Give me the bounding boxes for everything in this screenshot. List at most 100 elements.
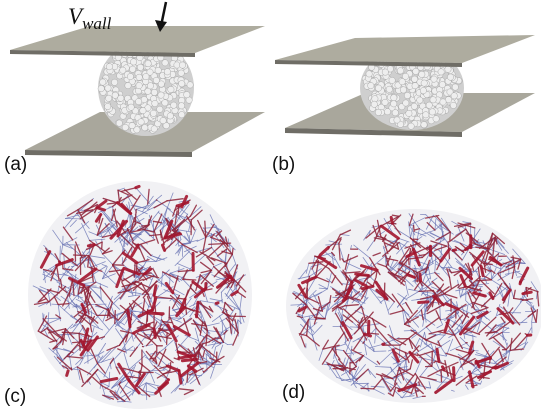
force-chain [351, 364, 366, 381]
particle [429, 96, 437, 104]
particle [161, 59, 169, 67]
force-chain [420, 253, 430, 270]
force-chain [156, 296, 173, 300]
force-chain [76, 366, 81, 381]
force-chain [83, 284, 96, 303]
force-chain [174, 250, 191, 267]
force-chain [463, 333, 466, 340]
force-chain [89, 324, 103, 331]
force-chain [129, 216, 136, 232]
force-chain [153, 230, 159, 244]
force-chain [177, 343, 193, 356]
force-chain [224, 301, 234, 312]
force-chain [511, 299, 523, 315]
force-chain [117, 187, 125, 191]
force-chain [371, 317, 377, 329]
force-chain [146, 311, 165, 316]
force-chain [192, 253, 207, 267]
force-chain [322, 339, 329, 350]
force-chain [344, 253, 350, 271]
force-chain [202, 349, 206, 358]
force-network [28, 181, 252, 409]
force-chain [135, 384, 151, 398]
force-chain [474, 359, 481, 369]
force-chain [114, 393, 126, 402]
force-chain [448, 366, 453, 381]
force-chain [442, 258, 450, 270]
force-chain [491, 232, 506, 245]
force-chain [71, 300, 87, 315]
particle [411, 82, 419, 90]
force-chain [122, 325, 131, 340]
force-chain [96, 217, 104, 236]
force-chain [338, 305, 346, 309]
force-chain [169, 268, 185, 274]
force-chain [111, 202, 118, 208]
force-chain [137, 239, 156, 246]
particle [390, 94, 398, 102]
force-chain [211, 247, 223, 262]
force-chain [344, 271, 361, 274]
force-chain [226, 281, 241, 300]
force-chain [163, 232, 182, 240]
particle [162, 122, 170, 130]
force-chain [195, 334, 208, 350]
force-chain [159, 229, 165, 246]
force-chain [315, 261, 331, 278]
force-chain [367, 368, 377, 379]
force-chain [63, 253, 65, 268]
force-chain [408, 338, 420, 352]
force-chain [142, 267, 153, 276]
force-chain [79, 349, 89, 366]
particle [450, 92, 458, 100]
force-chain [511, 266, 516, 280]
force-chain [480, 278, 486, 280]
force-chain [345, 343, 355, 356]
force-chain [146, 255, 157, 262]
force-chain [96, 223, 110, 236]
force-chain [99, 377, 119, 384]
force-chain [411, 326, 427, 339]
force-chain [106, 344, 121, 351]
force-chain [128, 194, 141, 213]
force-chain [152, 268, 158, 278]
force-chain [131, 241, 141, 251]
force-chain [158, 351, 174, 364]
force-chain [417, 236, 423, 240]
force-chain [65, 241, 82, 257]
force-chain [158, 378, 170, 390]
force-chain [508, 311, 521, 326]
force-chain [96, 362, 106, 374]
force-chain [367, 286, 382, 304]
force-chain [239, 295, 243, 311]
force-chain [188, 234, 191, 244]
force-chain [435, 373, 453, 381]
force-chain [47, 289, 61, 301]
force-chain [122, 266, 141, 276]
force-chain [525, 310, 536, 313]
force-chain [383, 217, 394, 234]
force-chain [382, 241, 400, 257]
force-chain [444, 302, 460, 311]
top-plate [10, 26, 265, 53]
force-chain [425, 272, 436, 276]
force-chain [453, 270, 462, 277]
force-chain [408, 213, 414, 226]
force-chain [404, 281, 409, 296]
force-chain [438, 224, 454, 235]
force-chain [65, 369, 70, 377]
force-chain [431, 365, 439, 372]
force-chain [296, 315, 303, 319]
force-chain [121, 238, 126, 255]
force-chain [342, 308, 361, 325]
force-chain [109, 390, 119, 401]
force-chain [206, 256, 215, 266]
force-chain [89, 323, 93, 333]
force-chain [100, 381, 106, 397]
force-chain [340, 229, 352, 236]
force-chain [160, 319, 164, 323]
force-chain [79, 313, 86, 323]
force-chain [42, 264, 57, 281]
force-chain [458, 266, 473, 281]
force-chain [79, 339, 93, 357]
